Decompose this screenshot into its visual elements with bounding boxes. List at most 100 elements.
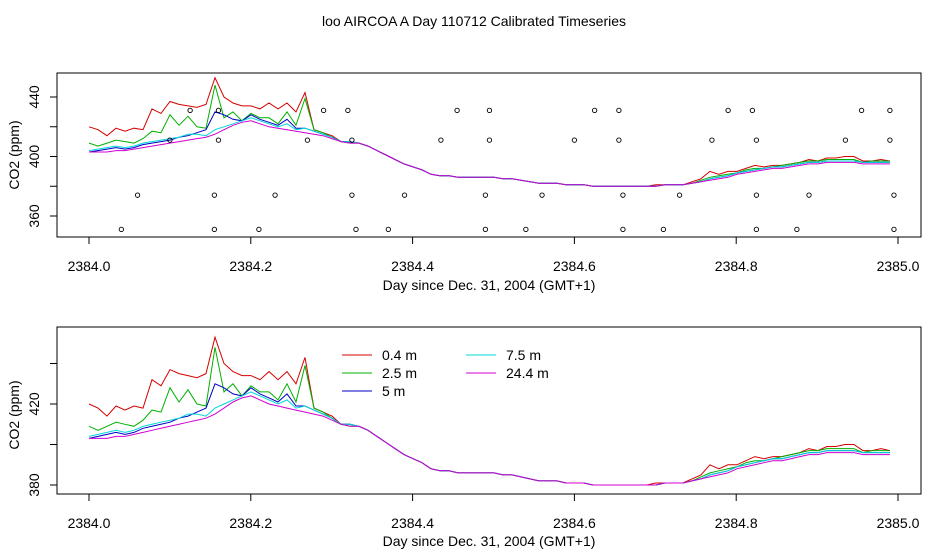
bottom-y-tick-label: 380 — [26, 473, 42, 497]
legend-item-0-4-mm: 0.4 m — [342, 347, 417, 363]
top-x-tick-label: 2384.6 — [553, 258, 596, 274]
bottom-series-line-7-5-mm — [88, 391, 890, 486]
bottom-x-axis: 2384.0 2384.2 2384.4 2384.6 2384.8 2385.0 — [68, 493, 920, 531]
diagnostic-point — [616, 137, 622, 143]
legend-item-5-mm: 5 m — [342, 383, 405, 399]
diagnostic-point — [887, 107, 893, 114]
diagnostic-point — [591, 107, 598, 114]
diagnostic-point — [749, 107, 756, 114]
top-x-axis: 2384.0 2384.2 2384.4 2384.6 2384.8 2385.0 — [68, 236, 920, 274]
diagnostic-point — [891, 226, 897, 233]
diagnostic-point — [215, 137, 222, 143]
top-x-tick-label: 2384.8 — [715, 258, 758, 274]
top-diagnostic-points — [118, 107, 897, 233]
diagnostic-point — [753, 192, 760, 198]
top-x-axis-label: Day since Dec. 31, 2004 (GMT+1) — [383, 277, 596, 293]
diagnostic-point — [571, 137, 578, 143]
legend-label: 5 m — [382, 383, 405, 399]
legend-label: 0.4 m — [382, 347, 417, 363]
bottom-panel: 2384.0 2384.2 2384.4 2384.6 2384.8 2385.0 380… — [6, 326, 922, 549]
top-series-line-7-5-mm — [88, 117, 890, 187]
top-x-tick-label: 2384.2 — [229, 258, 272, 274]
legend-label: 7.5 m — [506, 347, 541, 363]
diagnostic-point — [858, 107, 865, 114]
bottom-plot-frame — [56, 326, 922, 495]
diagnostic-point — [523, 226, 529, 233]
diagnostic-point — [753, 137, 760, 143]
legend-item-24-4-mm: 24.4 m — [466, 365, 549, 381]
top-series-group — [88, 76, 890, 187]
diagnostic-point — [539, 192, 545, 198]
legend-item-2-5-mm: 2.5 m — [342, 365, 417, 381]
bottom-series-group — [88, 335, 891, 486]
top-y-tick-label: 360 — [26, 204, 42, 228]
diagnostic-point — [320, 107, 327, 114]
bottom-x-tick-label: 2384.8 — [715, 515, 758, 531]
bottom-series-line-24-4-mm — [89, 395, 890, 486]
diagnostic-point — [134, 192, 141, 198]
diagnostic-point — [349, 137, 355, 143]
diagnostic-point — [385, 226, 391, 233]
diagnostic-point — [620, 192, 626, 198]
diagnostic-point — [620, 226, 626, 233]
bottom-x-tick-label: 2384.6 — [553, 515, 596, 531]
legend-label: 2.5 m — [382, 365, 417, 381]
diagnostic-point — [891, 192, 897, 198]
bottom-x-tick-label: 2384.2 — [229, 515, 272, 531]
bottom-series-line-2-5-mm — [88, 347, 890, 486]
diagnostic-point — [753, 226, 760, 233]
legend: 0.4 m 2.5 m 5 m 7.5 m 24.4 m — [342, 347, 549, 399]
diagnostic-point — [616, 107, 622, 114]
top-y-axis: 360 400 440 — [26, 85, 58, 228]
figure-title: loo AIRCOA A Day 110712 Calibrated Times… — [322, 13, 626, 29]
diagnostic-point — [211, 226, 218, 233]
diagnostic-point — [353, 226, 359, 233]
bottom-series-line-5-mm — [88, 383, 890, 486]
top-plot-frame — [56, 72, 922, 238]
top-series-line-24-4-mm — [89, 120, 890, 187]
bottom-x-axis-label: Day since Dec. 31, 2004 (GMT+1) — [383, 533, 596, 549]
diagnostic-point — [272, 192, 278, 198]
bottom-x-tick-label: 2384.0 — [68, 515, 111, 531]
diagnostic-point — [401, 192, 408, 198]
diagnostic-point — [794, 226, 800, 233]
bottom-y-axis: 380 420 — [26, 363, 58, 497]
top-y-tick-label: 440 — [26, 85, 42, 109]
diagnostic-point — [256, 226, 262, 233]
diagnostic-point — [211, 192, 218, 198]
bottom-y-tick-label: 420 — [26, 392, 42, 416]
diagnostic-point — [806, 192, 812, 198]
diagnostic-point — [304, 137, 311, 143]
bottom-x-tick-label: 2385.0 — [877, 515, 920, 531]
diagnostic-point — [709, 137, 715, 143]
diagnostic-point — [454, 107, 460, 114]
diagnostic-point — [486, 137, 493, 143]
top-series-line-0-4-mm — [88, 76, 890, 187]
bottom-x-tick-label: 2384.4 — [391, 515, 434, 531]
diagnostic-point — [438, 137, 444, 143]
top-y-axis-label: CO2 (ppm) — [6, 120, 22, 189]
top-panel: 2384.0 2384.2 2384.4 2384.6 2384.8 2385.0 360… — [6, 72, 922, 293]
top-x-tick-label: 2384.0 — [68, 258, 111, 274]
diagnostic-point — [187, 107, 193, 114]
diagnostic-point — [482, 226, 489, 233]
bottom-series-line-0-4-mm — [88, 335, 891, 486]
top-series-line-5-mm — [88, 111, 890, 187]
bottom-y-axis-label: CO2 (ppm) — [6, 380, 22, 449]
diagnostic-point — [118, 226, 125, 233]
diagnostic-point — [349, 192, 355, 198]
diagnostic-point — [345, 107, 351, 114]
diagnostic-point — [486, 107, 493, 114]
top-x-tick-label: 2384.4 — [391, 258, 434, 274]
diagnostic-point — [482, 192, 489, 198]
diagnostic-point — [660, 226, 667, 233]
diagnostic-point — [725, 107, 731, 114]
top-y-tick-label: 400 — [26, 145, 42, 169]
diagnostic-point — [842, 137, 849, 143]
top-x-tick-label: 2385.0 — [877, 258, 920, 274]
legend-item-7-5-mm: 7.5 m — [466, 347, 541, 363]
diagnostic-point — [887, 137, 893, 143]
diagnostic-point — [676, 192, 683, 198]
diagnostic-point — [215, 107, 222, 114]
